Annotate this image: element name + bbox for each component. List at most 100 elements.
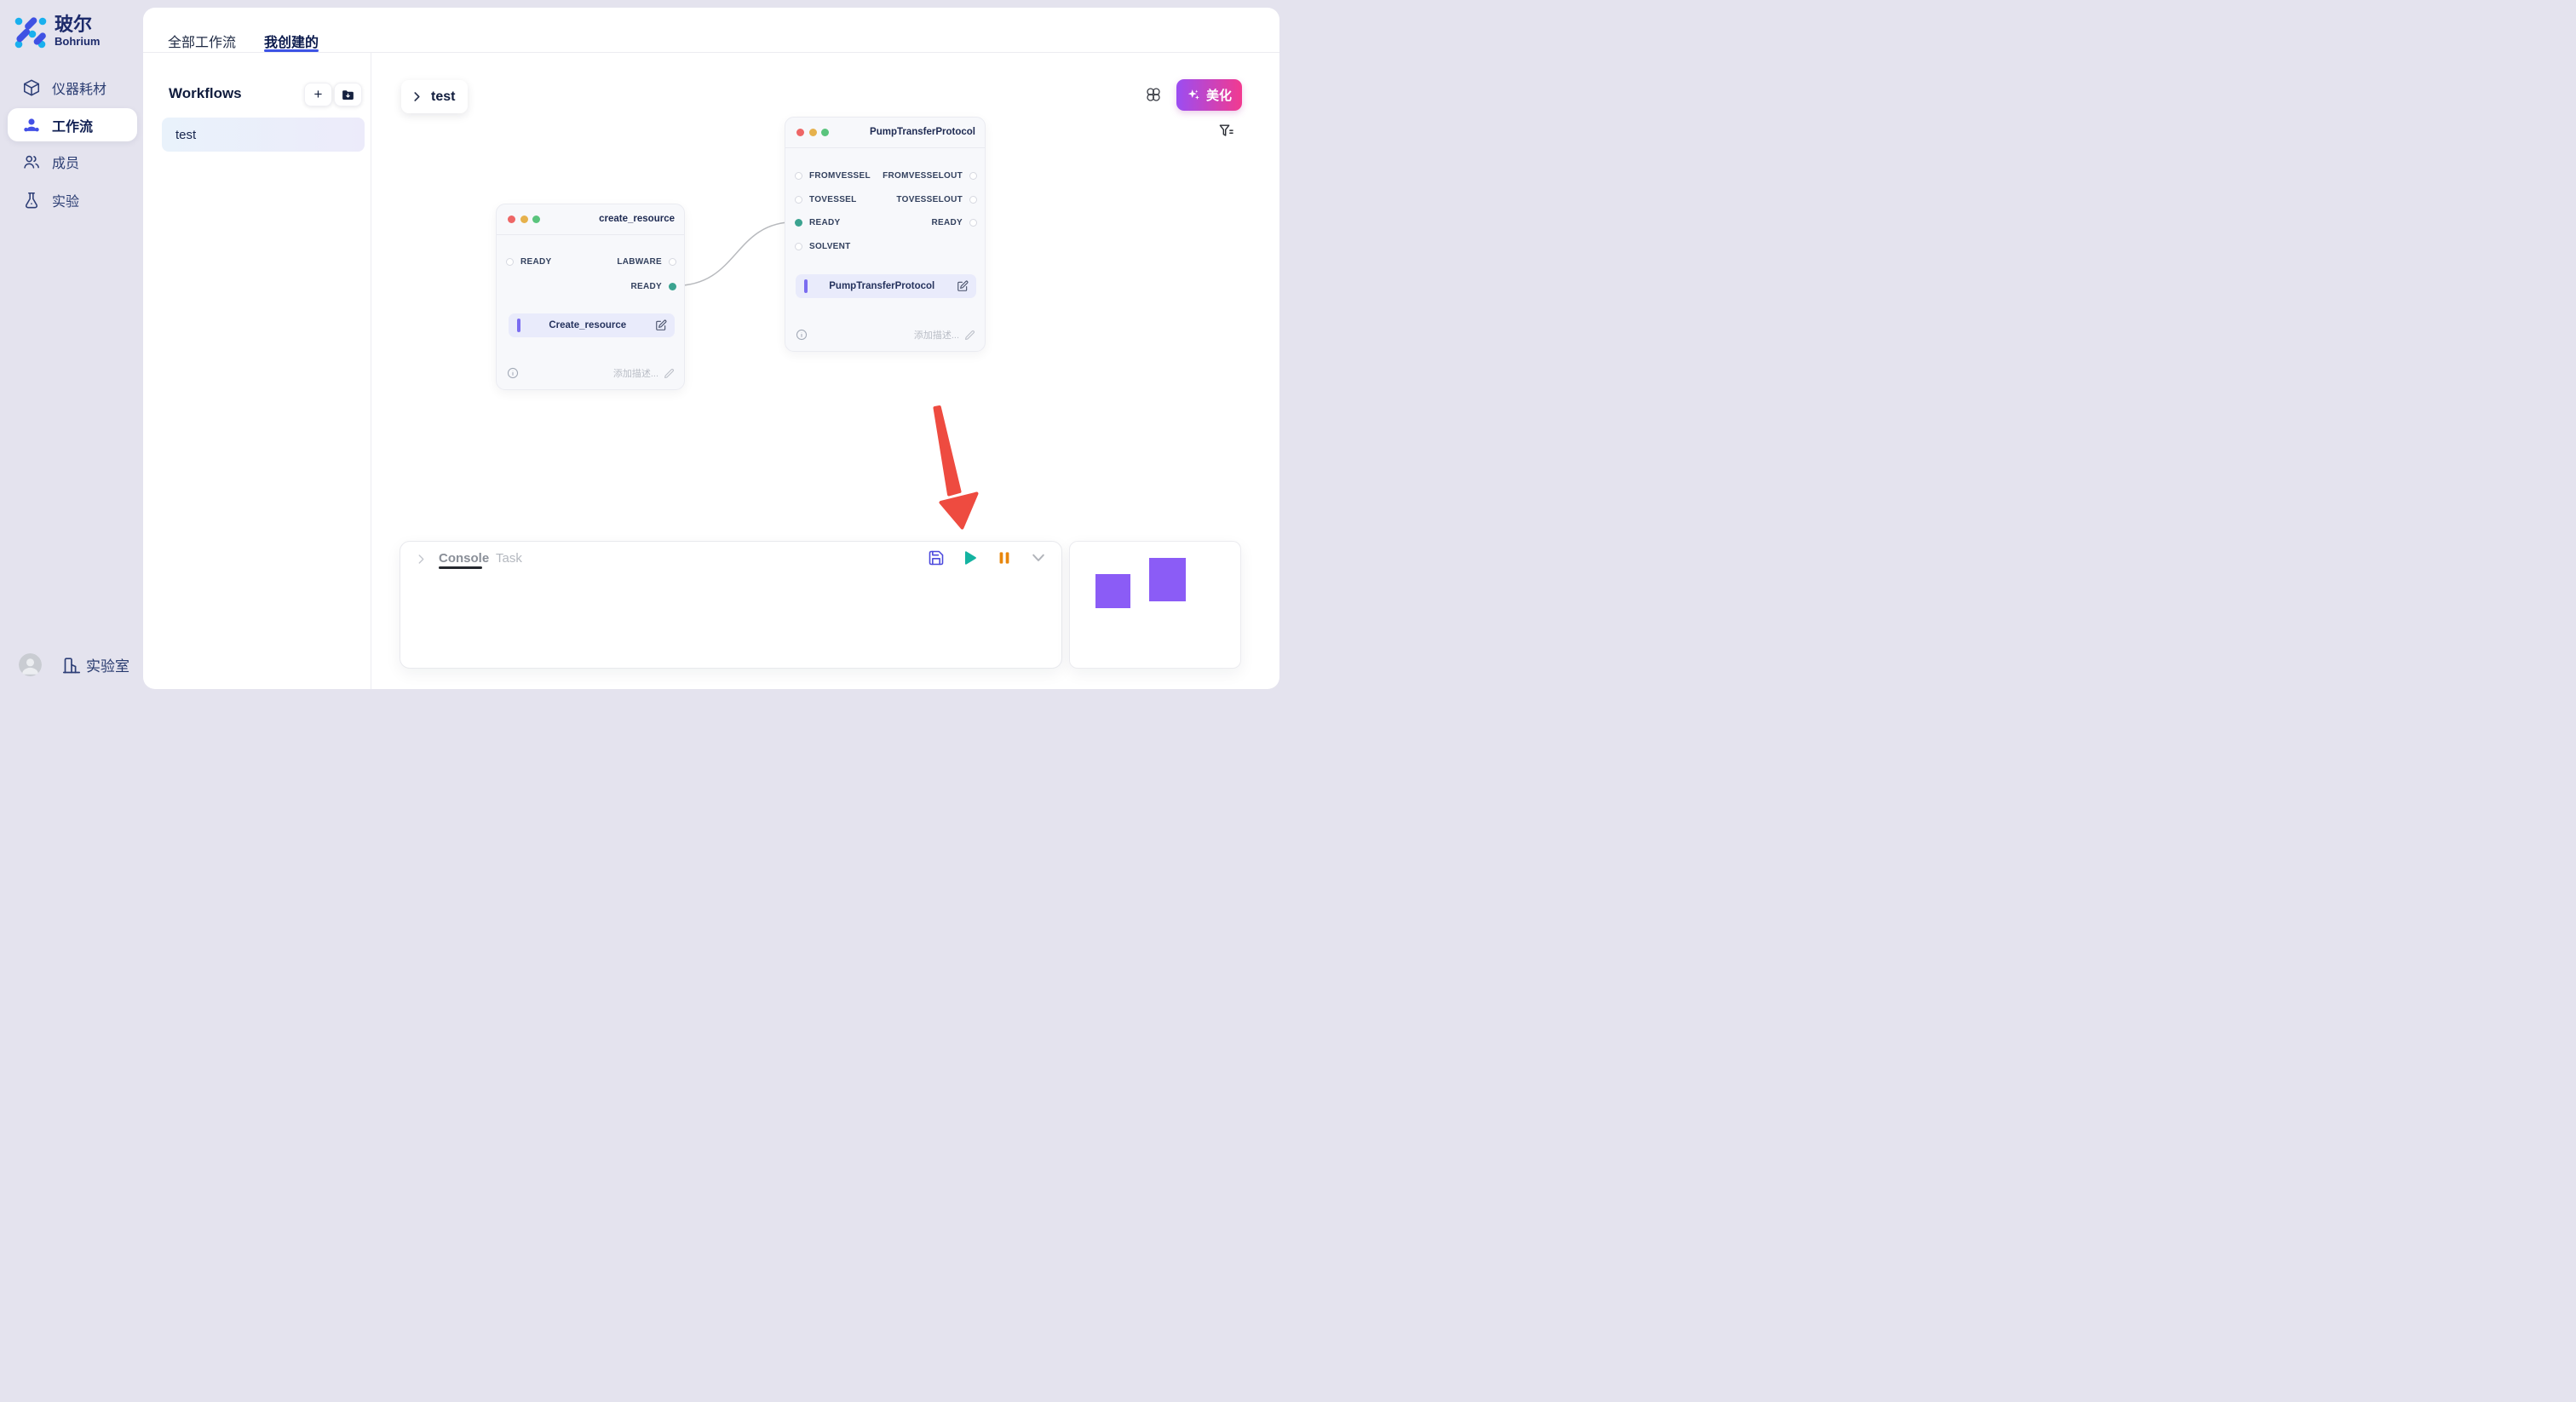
collapse-chevron-icon[interactable] [415,553,428,566]
input-port-circle-connected[interactable] [795,219,802,227]
bohrium-logo-icon [14,17,47,49]
traffic-light-yellow[interactable] [520,215,528,223]
info-icon[interactable] [507,367,519,379]
port-row: READY [931,215,977,230]
breadcrumb-label: test [431,89,456,104]
components-icon[interactable] [1145,86,1162,103]
node-footer: 添加描述... [507,365,675,381]
add-workflow-button[interactable]: + [304,83,332,106]
sidebar-footer: 实验室 [19,653,129,676]
lab-label[interactable]: 实验室 [86,658,129,675]
output-port-circle[interactable] [969,195,977,204]
traffic-light-green[interactable] [821,129,829,136]
sidebar-item-label: 实验 [52,195,80,210]
beautify-button[interactable]: 美化 [1176,79,1242,111]
port-label: READY [809,218,841,227]
import-folder-button[interactable] [334,83,362,106]
port-label: TOVESSELOUT [896,194,963,204]
port-label: LABWARE [617,257,662,267]
node-pump-transfer-protocol[interactable]: PumpTransferProtocol FROMVESSEL TOVESSEL… [785,117,986,352]
workflow-item-name: test [175,127,197,142]
package-icon [23,79,40,96]
node-header: create_resource [497,204,684,235]
input-port-circle[interactable] [795,242,802,250]
filter-icon[interactable] [1218,123,1234,139]
breadcrumb[interactable]: test [401,80,468,113]
pause-icon[interactable] [996,549,1013,566]
sidebar-item-label: 成员 [52,157,80,171]
main-panel: 全部工作流 我创建的 Workflows + test test [143,8,1279,689]
console-active-underline [439,566,482,569]
sidebar-item-consumables[interactable]: 仪器耗材 [8,69,137,106]
minimap[interactable] [1069,541,1241,669]
output-port-circle[interactable] [969,171,977,180]
input-port-circle[interactable] [795,171,802,180]
node-function-pill[interactable]: Create_resource [509,313,675,337]
node-footer: 添加描述... [796,327,975,342]
brand-logo[interactable]: 玻尔 Bohrium [13,14,100,50]
port-label: FROMVESSEL [809,170,871,181]
description-placeholder[interactable]: 添加描述... [913,330,959,341]
pill-accent-bar [517,319,520,332]
traffic-light-yellow[interactable] [808,129,817,136]
port-row: READY [506,255,552,269]
node-title: create_resource [599,214,675,224]
output-port-circle-connected[interactable] [669,282,676,290]
pill-label: PumpTransferProtocol [829,281,935,291]
sidebar-item-experiment[interactable]: 实验 [8,181,137,219]
port-row: FROMVESSELOUT [883,169,977,183]
beautify-label: 美化 [1205,89,1232,103]
folder-import-icon [342,89,354,100]
port-row: TOVESSELOUT [896,192,977,207]
input-port-circle[interactable] [795,195,802,204]
pencil-icon[interactable] [664,368,675,379]
node-title: PumpTransferProtocol [870,127,975,137]
avatar[interactable] [19,653,42,676]
chevron-down-icon[interactable] [1030,549,1047,566]
workflows-title: Workflows [169,85,242,101]
sidebar: 玻尔 Bohrium 仪器耗材 工作流 [0,0,143,701]
sidebar-item-workflow[interactable]: 工作流 [8,108,137,141]
node-header: PumpTransferProtocol [785,118,985,148]
port-label: READY [630,281,662,291]
port-row: FROMVESSEL [795,169,871,183]
traffic-light-red[interactable] [508,215,515,223]
port-label: SOLVENT [809,241,851,251]
workflow-list-item[interactable]: test [162,118,365,152]
port-label: READY [520,257,552,267]
pill-accent-bar [804,279,808,293]
minimap-node [1095,574,1130,608]
minimap-node [1149,558,1186,601]
header-divider [143,52,1279,53]
node-create-resource[interactable]: create_resource READY LABWARE READY Crea… [496,204,685,390]
save-icon[interactable] [928,549,945,566]
input-port-circle[interactable] [506,258,514,266]
tab-task[interactable]: Task [496,551,522,566]
port-label: TOVESSEL [809,194,857,204]
info-icon[interactable] [796,329,808,341]
connection-edge[interactable] [674,221,796,287]
traffic-light-green[interactable] [532,215,540,223]
tab-my-created[interactable]: 我创建的 [264,36,319,50]
chevron-right-icon [414,92,420,101]
port-label: FROMVESSELOUT [883,170,963,181]
pill-label: Create_resource [549,320,627,330]
run-icon[interactable] [962,549,979,566]
sidebar-item-label: 仪器耗材 [52,83,107,97]
tab-console[interactable]: Console [439,551,490,566]
sparkles-icon [1187,89,1199,100]
traffic-light-red[interactable] [796,129,804,136]
tab-all-workflows[interactable]: 全部工作流 [168,36,237,50]
console-panel: Console Task [400,541,1062,669]
sidebar-item-label: 工作流 [52,119,94,135]
node-function-pill[interactable]: PumpTransferProtocol [796,274,976,298]
description-placeholder[interactable]: 添加描述... [612,369,658,379]
edit-icon[interactable] [655,319,667,331]
sidebar-item-members[interactable]: 成员 [8,143,137,181]
output-port-circle[interactable] [969,219,977,227]
output-port-circle[interactable] [669,258,676,266]
edit-icon[interactable] [957,280,969,292]
app-root: 玻尔 Bohrium 仪器耗材 工作流 [0,0,1288,701]
brand-name-zh: 玻尔 [55,14,93,35]
pencil-icon[interactable] [964,330,975,341]
